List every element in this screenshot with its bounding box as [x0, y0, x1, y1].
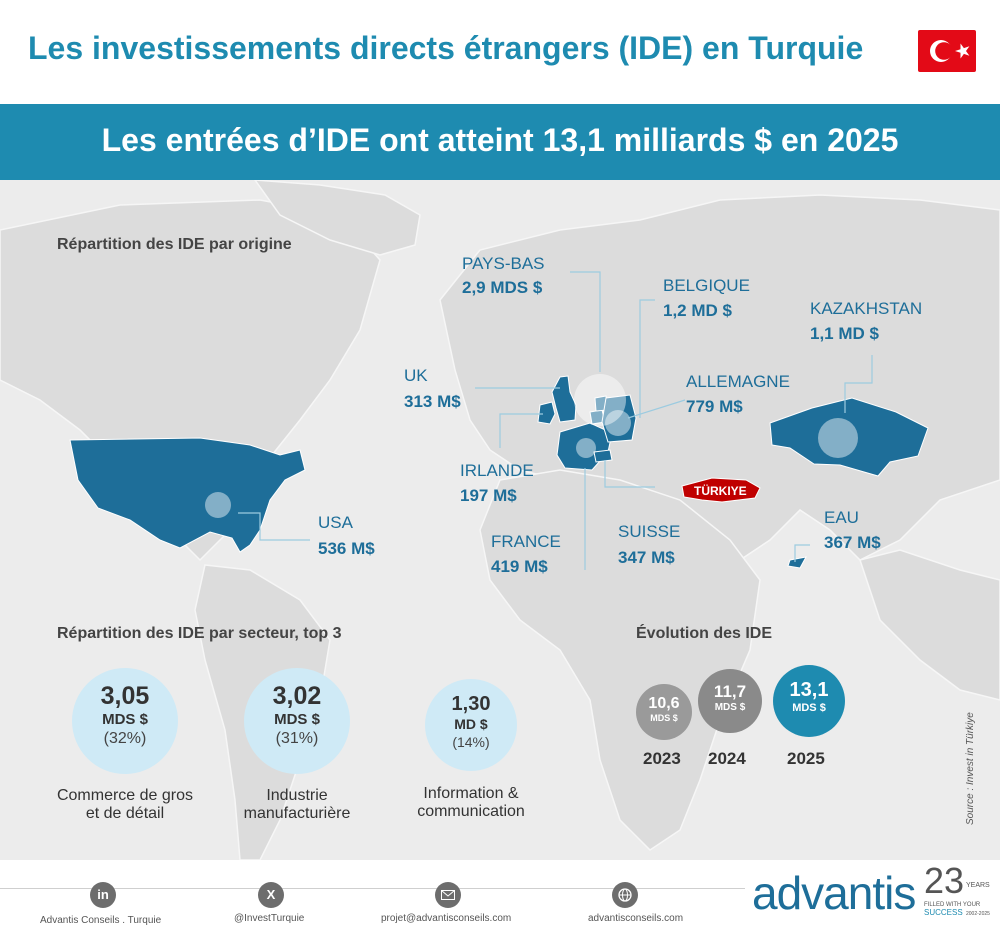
advantis-logo: advantis: [752, 867, 916, 919]
uae-shape: [787, 556, 807, 569]
logo-tagline-line: YEARS: [966, 882, 990, 889]
country-value-uk: 313 M$: [404, 392, 461, 411]
evolution-value: 13,1: [789, 679, 829, 701]
sector-label-line: et de détail: [85, 805, 165, 822]
logo-tagline-2: FILLED WITH YOUR SUCCESS: [924, 902, 981, 917]
evolution-unit: MDS $: [714, 702, 746, 713]
evolution-circle-2023: 10,6 MDS $: [636, 684, 692, 740]
switzerland-shape: [593, 449, 613, 463]
country-value-netherlands: 2,9 MDS $: [462, 278, 543, 297]
sector-label-commerce: Commerce de gros et de détail: [40, 787, 210, 823]
globe-icon[interactable]: [612, 882, 638, 908]
country-label-ireland: IRLANDE: [460, 461, 534, 480]
country-value-uae: 367 M$: [824, 533, 881, 552]
evolution-value: 11,7: [713, 682, 747, 701]
germany-bubble: [605, 410, 631, 436]
evolution-year-2024: 2024: [708, 749, 746, 768]
evolution-year-2025: 2025: [787, 749, 825, 768]
sector-circle-information: 1,30 MD $ (14%): [425, 679, 517, 771]
country-value-kazakhstan: 1,1 MD $: [810, 324, 879, 343]
netherlands-bubble: [574, 374, 626, 426]
source-note: Source : Invest in Türkiye: [965, 712, 976, 825]
country-value-belgium: 1,2 MD $: [663, 301, 732, 320]
sector-value: 3,02: [272, 682, 322, 710]
kazakhstan-bubble: [818, 418, 858, 458]
evolution-unit: MDS $: [792, 702, 826, 714]
evolution-circle-2025: 13,1 MDS $: [773, 665, 845, 737]
footer-web[interactable]: advantisconseils.com: [588, 913, 684, 924]
country-label-usa: USA: [318, 513, 353, 532]
footer-linkedin[interactable]: Advantis Conseils . Turquie: [40, 915, 162, 926]
sector-share: (14%): [452, 734, 490, 750]
sector-unit: MD $: [454, 716, 488, 732]
footer-divider: [0, 888, 745, 889]
france-bubble: [576, 438, 596, 458]
country-label-kazakhstan: KAZAKHSTAN: [810, 299, 923, 318]
sector-label-line: manufacturière: [243, 805, 351, 822]
mail-icon[interactable]: [435, 882, 461, 908]
turkey-shape: [681, 477, 761, 503]
sector-label-industry: Industrie manufacturière: [212, 787, 382, 823]
country-label-france: FRANCE: [491, 532, 561, 551]
logo-tagline-line: SUCCESS: [924, 908, 963, 917]
country-value-germany: 779 M$: [686, 397, 743, 416]
usa-shape: [69, 437, 306, 553]
sector-value: 3,05: [100, 682, 150, 710]
country-label-uae: EAU: [824, 508, 859, 527]
sector-heading: Répartition des IDE par secteur, top 3: [57, 625, 342, 642]
evolution-value: 10,6: [648, 695, 680, 712]
usa-bubble: [205, 492, 231, 518]
headline: Les entrées d’IDE ont atteint 13,1 milli…: [101, 122, 899, 158]
sector-circle-commerce: 3,05 MDS $ (32%): [72, 668, 178, 774]
sector-unit: MDS $: [102, 711, 148, 728]
country-value-ireland: 197 M$: [460, 486, 517, 505]
sector-value: 1,30: [451, 693, 491, 715]
sector-circle-industry: 3,02 MDS $ (31%): [244, 668, 350, 774]
country-label-uk: UK: [404, 366, 428, 385]
germany-shape: [601, 394, 637, 443]
evolution-circle-2024: 11,7 MDS $: [698, 669, 762, 733]
sector-share: (31%): [275, 730, 319, 747]
country-label-switzerland: SUISSE: [618, 522, 681, 541]
sector-label-line: Industrie: [266, 787, 328, 804]
headline-banner: [0, 104, 1000, 180]
x-icon[interactable]: X: [258, 882, 284, 908]
origin-heading: Répartition des IDE par origine: [57, 236, 292, 253]
logo-tagline: YEARS: [966, 882, 990, 890]
evolution-unit: MDS $: [650, 713, 678, 723]
sector-unit: MDS $: [274, 711, 320, 728]
world-map: Répartition des IDE par origine PAYS-BAS…: [0, 180, 1000, 860]
footer-mail[interactable]: projet@advantisconseils.com: [381, 913, 512, 924]
linkedin-icon[interactable]: in: [90, 882, 116, 908]
ireland-shape: [537, 401, 556, 425]
logo-tagline-line: FILLED WITH YOUR: [924, 902, 981, 908]
kazakhstan-shape: [769, 397, 929, 477]
sector-label-information: Information & communication: [386, 785, 556, 821]
sector-share: (32%): [103, 730, 147, 747]
footer-x[interactable]: @InvestTurquie: [234, 913, 305, 924]
logo-years-number: 23: [924, 860, 965, 901]
page-title: Les investissements directs étrangers (I…: [28, 30, 864, 66]
evolution-year-2023: 2023: [643, 749, 681, 768]
sector-label-line: communication: [417, 803, 525, 820]
country-label-belgium: BELGIQUE: [663, 276, 750, 295]
turkey-flag-icon: [918, 30, 976, 72]
sector-label-line: Information &: [423, 785, 519, 802]
country-label-netherlands: PAYS-BAS: [462, 254, 545, 273]
turkey-label: TÜRKIYE: [694, 484, 747, 498]
country-value-usa: 536 M$: [318, 539, 375, 558]
logo-period: 2002-2025: [966, 911, 990, 917]
country-value-france: 419 M$: [491, 557, 548, 576]
evolution-heading: Évolution des IDE: [636, 625, 773, 642]
sector-label-line: Commerce de gros: [56, 787, 194, 804]
country-label-germany: ALLEMAGNE: [686, 372, 790, 391]
country-value-switzerland: 347 M$: [618, 548, 675, 567]
